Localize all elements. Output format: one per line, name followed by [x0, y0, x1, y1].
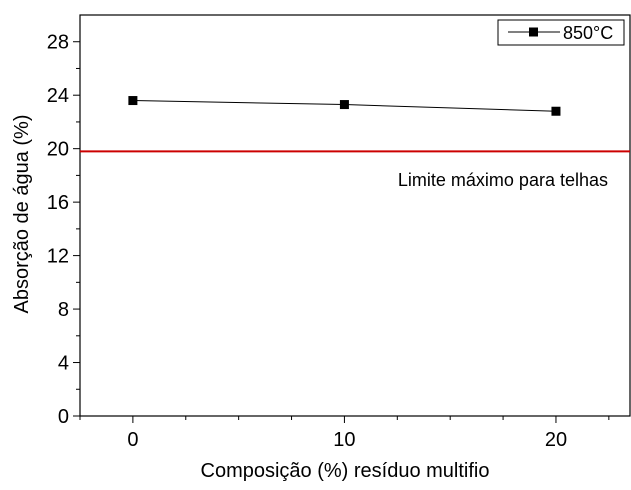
- y-axis-title: Absorção de água (%): [11, 114, 33, 313]
- y-tick-label: 12: [47, 246, 69, 268]
- x-tick-label: 10: [333, 429, 355, 451]
- data-point-marker: [551, 106, 561, 116]
- legend-entry-label: 850°C: [563, 23, 613, 43]
- y-tick-label: 16: [47, 192, 69, 214]
- data-point-marker: [128, 96, 138, 106]
- y-tick-label: 20: [47, 139, 69, 161]
- x-tick-label: 20: [545, 429, 567, 451]
- series-group: [128, 96, 561, 116]
- plot-frame: [79, 14, 631, 417]
- axis-tick-labels: 0 4 8 12 16 20 24 28 0 10 20: [47, 32, 567, 451]
- y-tick-label: 28: [47, 32, 69, 54]
- y-tick-label: 24: [47, 85, 69, 107]
- x-tick-label: 0: [127, 429, 138, 451]
- x-axis-title: Composição (%) resíduo multifio: [201, 460, 490, 482]
- data-point-marker: [339, 100, 349, 110]
- plot-area-border: [79, 14, 631, 417]
- legend-marker-swatch: [529, 27, 538, 37]
- axis-ticks: [73, 41, 610, 423]
- y-tick-label: 8: [58, 299, 69, 321]
- y-tick-label: 0: [58, 406, 69, 428]
- legend: 850°C: [497, 19, 625, 46]
- y-tick-label: 4: [58, 353, 69, 375]
- reference-line-label: Limite máximo para telhas: [398, 170, 608, 190]
